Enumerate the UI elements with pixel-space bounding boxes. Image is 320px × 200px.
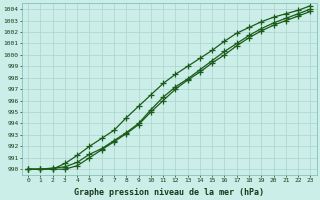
X-axis label: Graphe pression niveau de la mer (hPa): Graphe pression niveau de la mer (hPa) xyxy=(74,188,264,197)
